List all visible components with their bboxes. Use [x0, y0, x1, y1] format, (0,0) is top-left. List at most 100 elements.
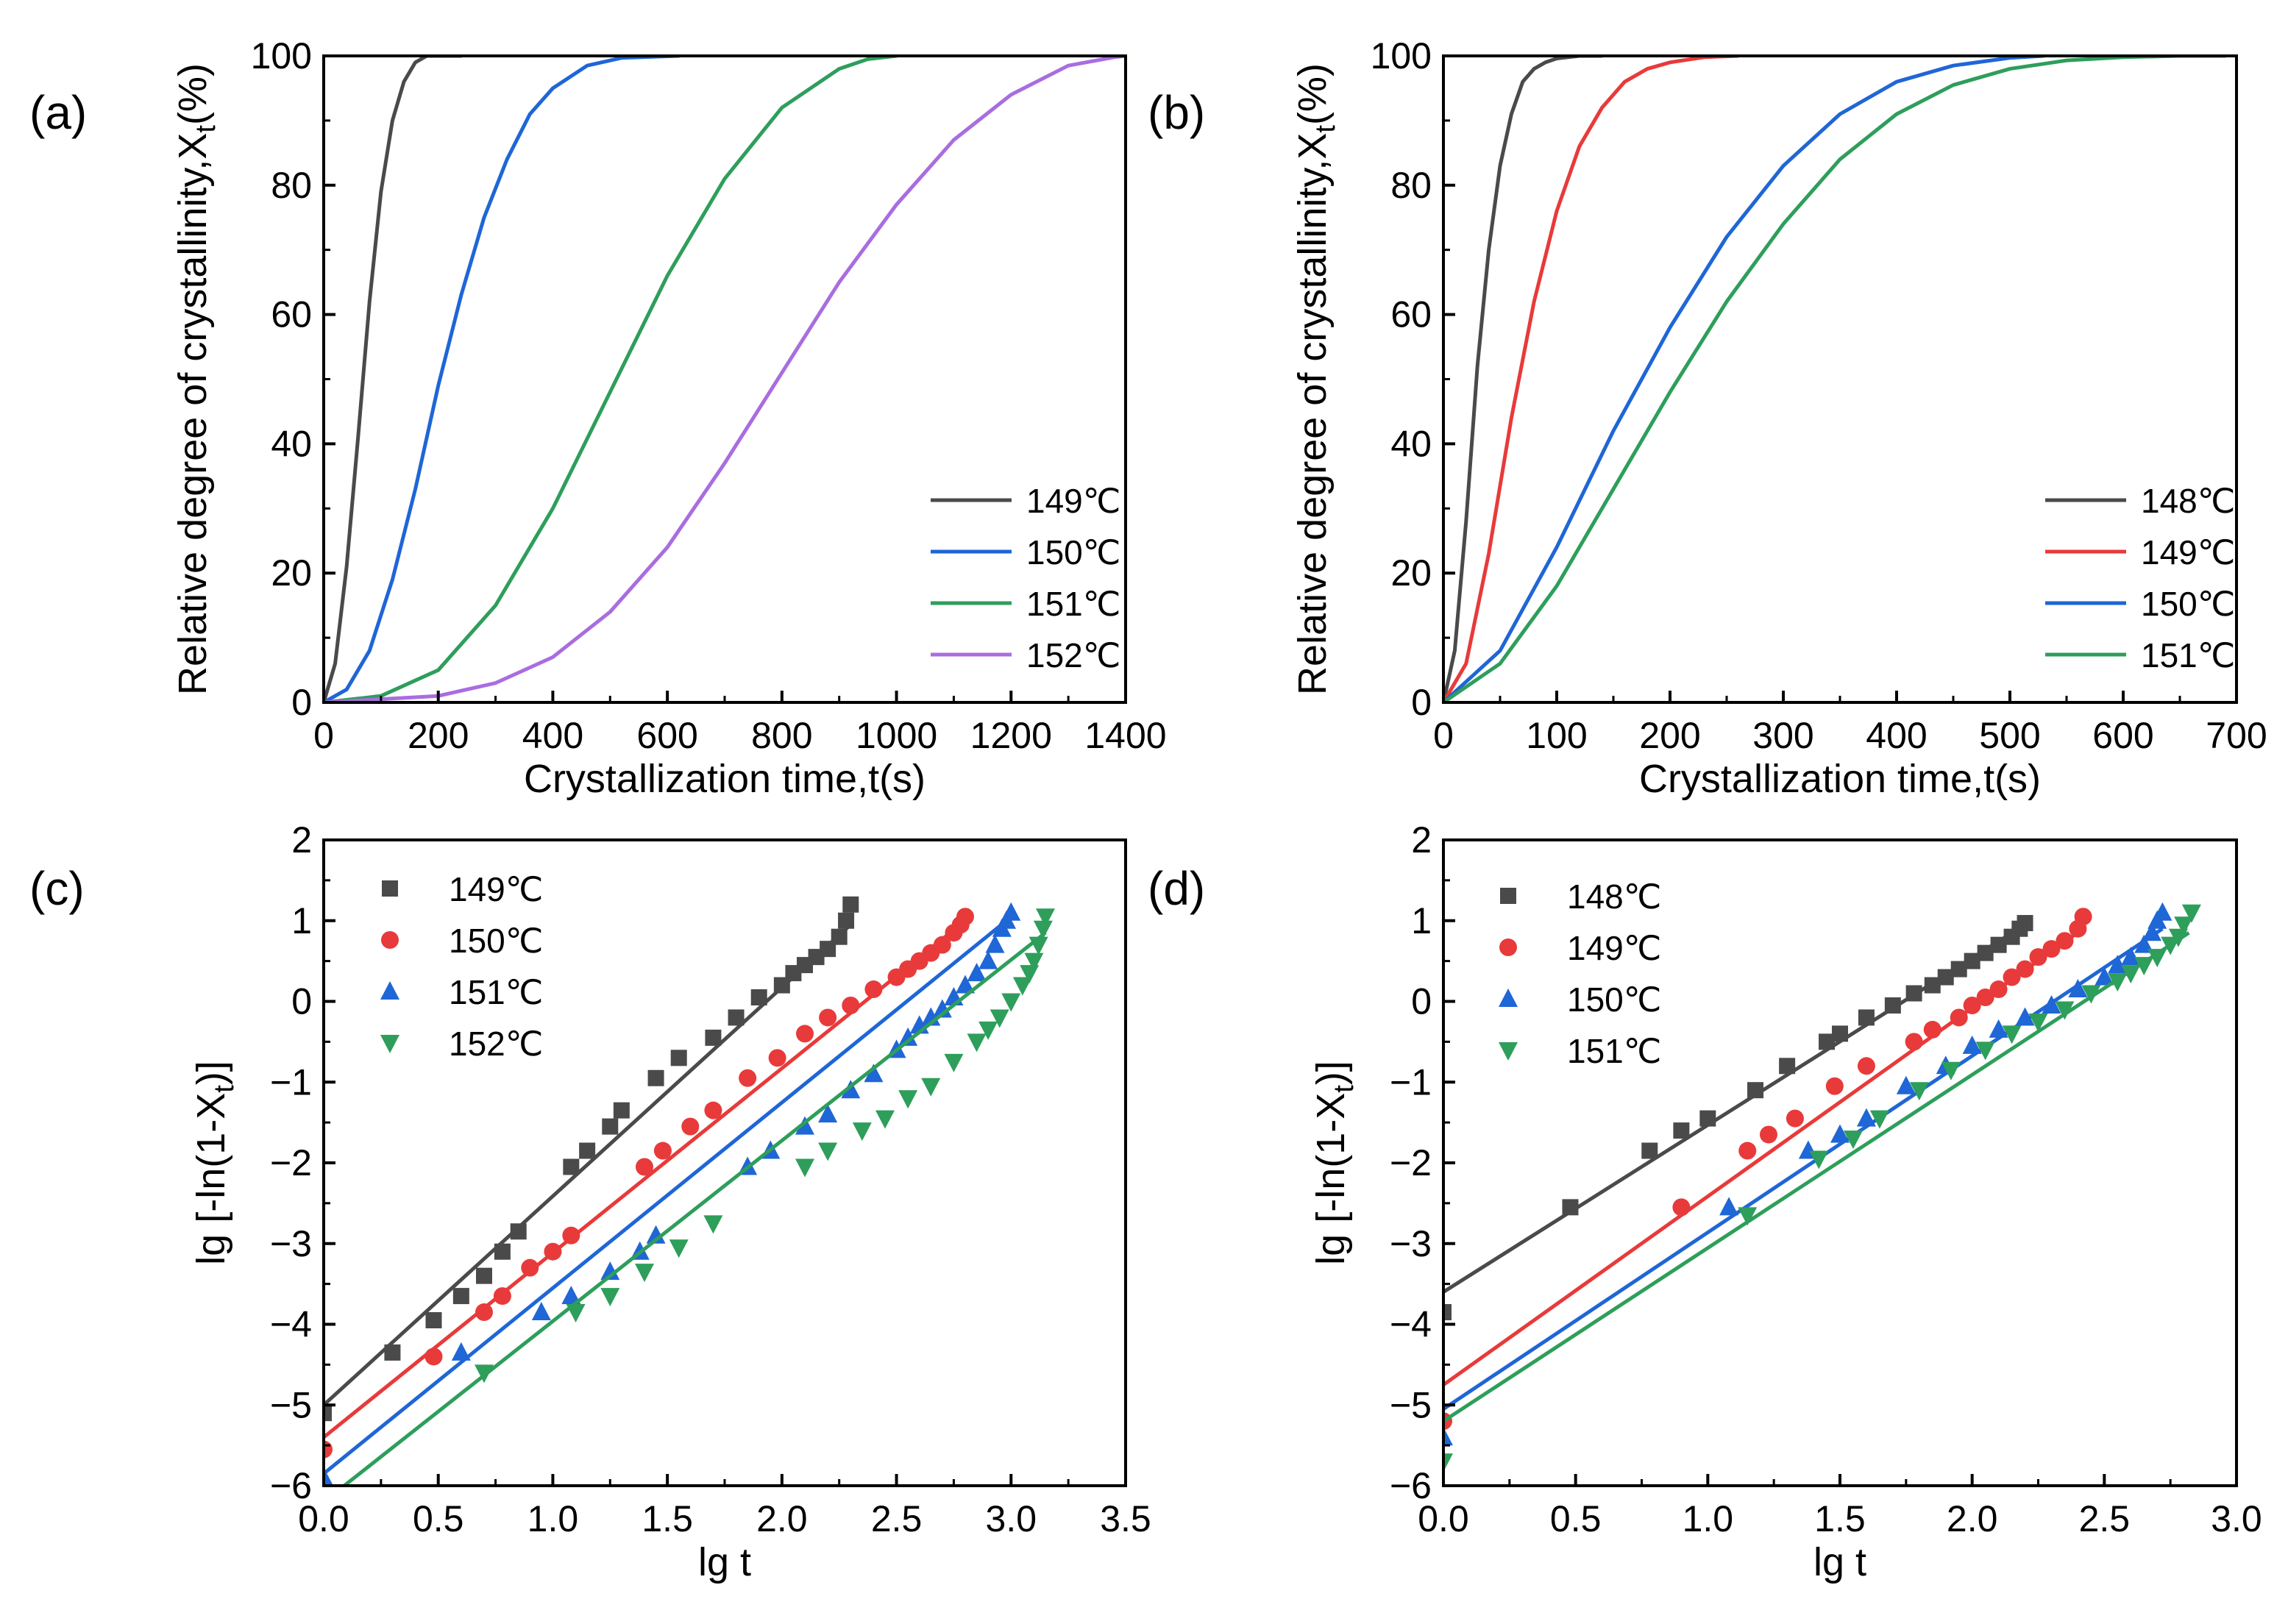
legend-swatch	[1500, 888, 1516, 904]
data-point	[898, 1090, 918, 1109]
legend-label: 148℃	[1567, 877, 1661, 916]
data-point	[1786, 1109, 1804, 1128]
legend: 148℃ 149℃ 150℃ 151℃	[2045, 482, 2235, 674]
legend-label: 149℃	[1567, 929, 1661, 967]
data-point	[1443, 1427, 1453, 1446]
y-axis-label: lg [-ln(1-Xt)]	[189, 1061, 240, 1265]
data-point	[563, 1158, 580, 1175]
data-point	[647, 1069, 664, 1086]
legend-item: 151℃	[931, 585, 1120, 623]
data-point	[2017, 915, 2033, 932]
plot-frame	[1442, 54, 2238, 704]
data-point	[493, 1287, 511, 1306]
x-tick-label: 0	[1433, 715, 1454, 756]
x-axis-label: lg t	[1813, 1540, 1866, 1584]
plot-frame	[322, 54, 1127, 704]
series-line	[324, 56, 1126, 702]
data-point	[864, 1064, 884, 1083]
plot-area	[324, 56, 1126, 702]
data-point	[1950, 961, 1967, 977]
data-point	[1905, 1033, 1923, 1051]
data-point	[1857, 1057, 1875, 1075]
data-point	[705, 1029, 722, 1046]
x-tick-label: 0.5	[413, 1498, 464, 1539]
fit-line	[324, 919, 967, 1439]
legend-swatch	[380, 1035, 399, 1053]
data-point	[1825, 1077, 1844, 1095]
y-axis-label-sub: t	[191, 125, 221, 133]
data-point	[704, 1101, 722, 1119]
x-axis-label: Crystallization time,t(s)	[524, 757, 925, 801]
x-tick-label: 2.5	[871, 1498, 923, 1539]
plot-area	[324, 896, 1055, 1486]
y-tick-label: 2	[291, 819, 312, 861]
data-point	[1738, 1142, 1757, 1160]
data-point	[795, 1116, 814, 1135]
data-point	[703, 1215, 723, 1234]
data-point	[768, 1049, 786, 1067]
data-point	[1964, 952, 1980, 969]
data-point	[933, 936, 951, 954]
y-tick-label: 0	[1411, 682, 1432, 723]
y-tick-label: 20	[1390, 552, 1432, 594]
data-point	[944, 1053, 964, 1072]
legend-swatch	[381, 931, 399, 949]
data-point	[384, 1344, 401, 1361]
y-tick-label: 0	[1411, 981, 1432, 1022]
legend-label: 148℃	[2141, 482, 2235, 520]
x-tick-label: 0.0	[1418, 1498, 1469, 1539]
y-tick-label: 80	[1390, 165, 1432, 206]
legend-item: 152℃	[380, 1025, 543, 1063]
data-point	[1738, 1207, 1758, 1226]
data-point	[978, 950, 998, 969]
data-point	[1905, 985, 1922, 1002]
data-point	[796, 1025, 814, 1043]
x-tick-label: 600	[636, 715, 697, 756]
data-point	[531, 1302, 551, 1321]
data-point	[1747, 1082, 1764, 1099]
data-point	[475, 1364, 494, 1383]
y-tick-label: −3	[1390, 1223, 1432, 1264]
y-axis-label: Relative degree of crystallinity,Xt(%)	[171, 63, 221, 695]
data-point	[898, 1027, 918, 1046]
panel-a: (a) 0 200 400 600 800 1000 1200 1400 0 20 40 60 80 100…	[29, 35, 1167, 801]
data-point	[1924, 977, 1941, 994]
x-tick-label: 1000	[856, 715, 937, 756]
legend-item: 149℃	[2045, 533, 2235, 571]
legend-label: 151℃	[2141, 636, 2235, 674]
data-point	[864, 980, 883, 999]
data-point	[475, 1303, 493, 1322]
y-tick-label: −4	[1390, 1304, 1432, 1345]
x-tick-label: 1200	[970, 715, 1052, 756]
legend-item: 151℃	[2045, 636, 2235, 674]
plot-area	[1443, 902, 2201, 1472]
y-tick-label: 40	[1390, 423, 1432, 464]
x-tick-label: 100	[1526, 715, 1587, 756]
data-point	[2095, 966, 2114, 986]
data-point	[324, 1405, 332, 1422]
data-point	[1858, 1009, 1875, 1026]
y-tick-label: −2	[270, 1142, 312, 1183]
panel-b: (b) 0 100 200 300 400 500 600 700 0 20 40 60 80 100 Cry…	[1148, 35, 2267, 801]
legend-item: 150℃	[2045, 585, 2235, 623]
data-point	[1977, 944, 1994, 961]
legend-label: 152℃	[1026, 636, 1120, 674]
x-tick-label: 3.5	[1100, 1498, 1151, 1539]
data-point	[842, 896, 859, 913]
data-point	[967, 1033, 987, 1053]
legend-swatch	[1499, 939, 1517, 956]
y-axis-label-tail: (%)	[1290, 63, 1335, 125]
data-point	[1989, 1019, 2008, 1038]
series-line	[1443, 56, 2046, 702]
legend-item: 150℃	[381, 922, 543, 960]
data-point	[819, 1008, 837, 1027]
data-point	[1963, 996, 1981, 1014]
y-axis-label-main: lg [-ln(1-X	[1309, 1093, 1353, 1265]
data-point	[1884, 997, 1901, 1014]
data-point	[670, 1050, 687, 1066]
data-point	[795, 1158, 814, 1178]
data-point	[956, 908, 974, 926]
fit-line	[324, 919, 1008, 1475]
data-point	[1941, 1061, 1961, 1080]
panel-d: (d) 0.0 0.5 1.0 1.5 2.0 2.5 3.0 −6 −5 −4 −3 −2 −1 0 1 2 l…	[1148, 819, 2262, 1584]
